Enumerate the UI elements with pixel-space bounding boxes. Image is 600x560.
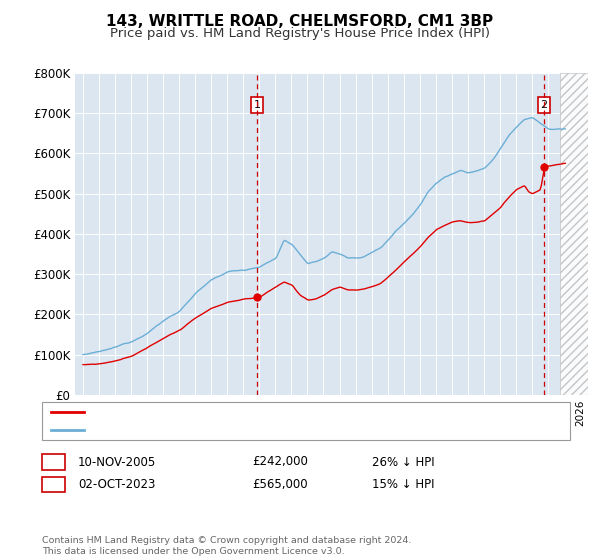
Text: 143, WRITTLE ROAD, CHELMSFORD, CM1 3BP: 143, WRITTLE ROAD, CHELMSFORD, CM1 3BP	[106, 14, 494, 29]
Text: 10-NOV-2005: 10-NOV-2005	[78, 455, 156, 469]
Text: 2: 2	[50, 478, 57, 491]
Text: £242,000: £242,000	[252, 455, 308, 469]
Text: £565,000: £565,000	[252, 478, 308, 491]
Text: Contains HM Land Registry data © Crown copyright and database right 2024.
This d: Contains HM Land Registry data © Crown c…	[42, 536, 412, 556]
Text: 1: 1	[254, 100, 260, 110]
Text: 1: 1	[50, 455, 57, 469]
Text: 26% ↓ HPI: 26% ↓ HPI	[372, 455, 434, 469]
Text: 2: 2	[541, 100, 547, 110]
Bar	[560, 73, 596, 395]
Text: 15% ↓ HPI: 15% ↓ HPI	[372, 478, 434, 491]
Text: 02-OCT-2023: 02-OCT-2023	[78, 478, 155, 491]
Text: Price paid vs. HM Land Registry's House Price Index (HPI): Price paid vs. HM Land Registry's House …	[110, 27, 490, 40]
Text: HPI: Average price, detached house, Chelmsford: HPI: Average price, detached house, Chel…	[93, 425, 363, 435]
Text: 143, WRITTLE ROAD, CHELMSFORD, CM1 3BP (detached house): 143, WRITTLE ROAD, CHELMSFORD, CM1 3BP (…	[93, 407, 448, 417]
